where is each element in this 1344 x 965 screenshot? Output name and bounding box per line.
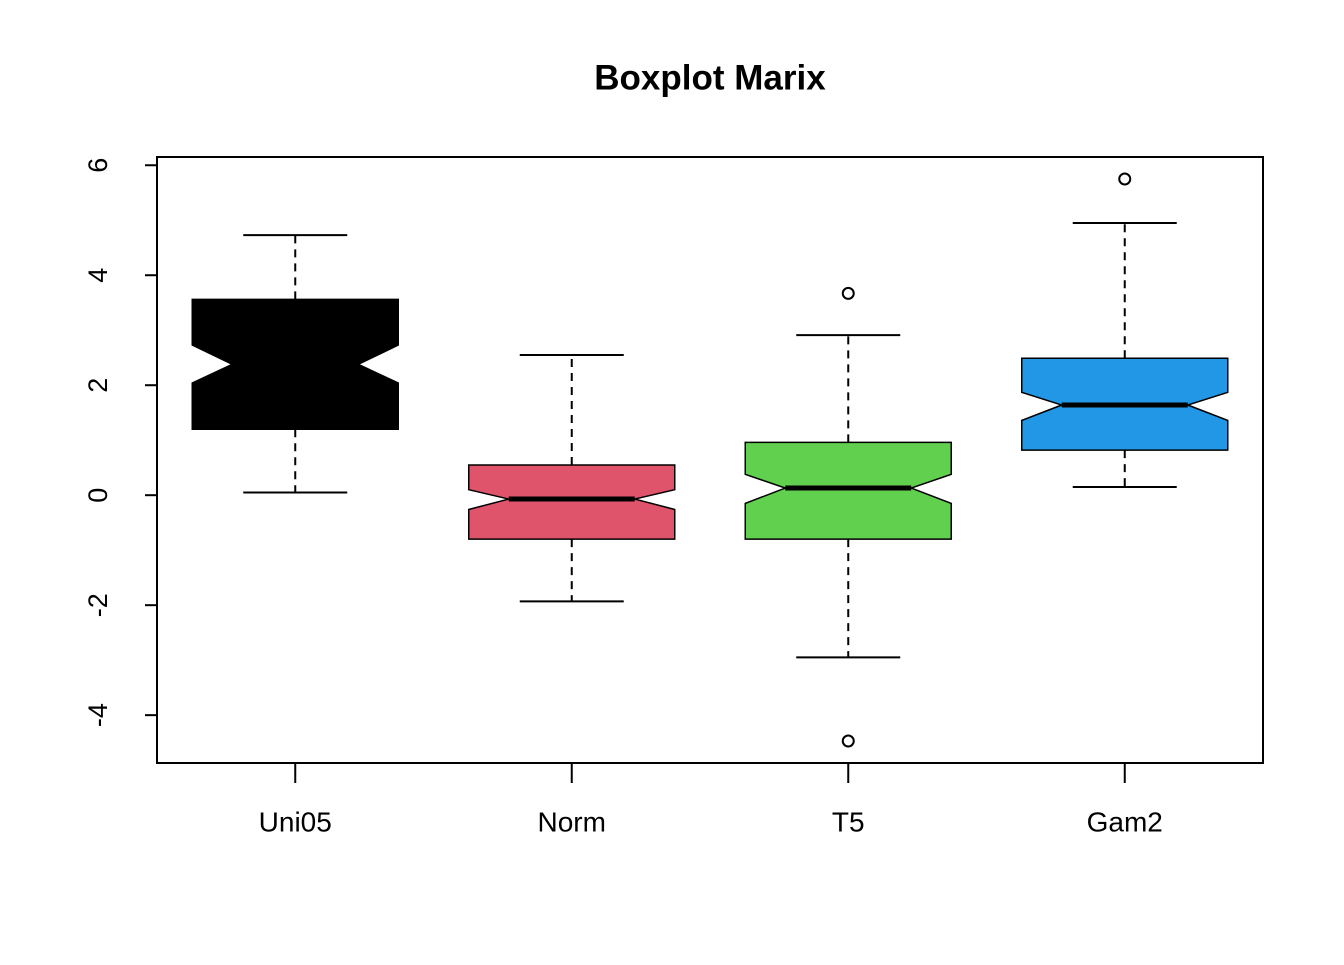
y-tick-label: 0 xyxy=(83,488,113,503)
outlier xyxy=(1118,172,1132,186)
plot-frame xyxy=(156,156,1264,764)
x-tick-label: Norm xyxy=(538,806,606,837)
x-tick-label: Gam2 xyxy=(1087,806,1163,837)
y-tick-label: -4 xyxy=(83,703,113,727)
y-tick-label: 2 xyxy=(83,378,113,393)
x-tick-label: T5 xyxy=(832,806,865,837)
y-tick-label: 4 xyxy=(83,268,113,283)
box xyxy=(468,464,676,540)
x-tick-label: Uni05 xyxy=(259,806,332,837)
outlier xyxy=(841,734,855,748)
box xyxy=(744,441,952,540)
outlier xyxy=(841,286,855,300)
y-tick-label: -2 xyxy=(83,593,113,617)
chart-title: Boxplot Marix xyxy=(594,58,826,97)
y-tick-label: 6 xyxy=(83,158,113,173)
